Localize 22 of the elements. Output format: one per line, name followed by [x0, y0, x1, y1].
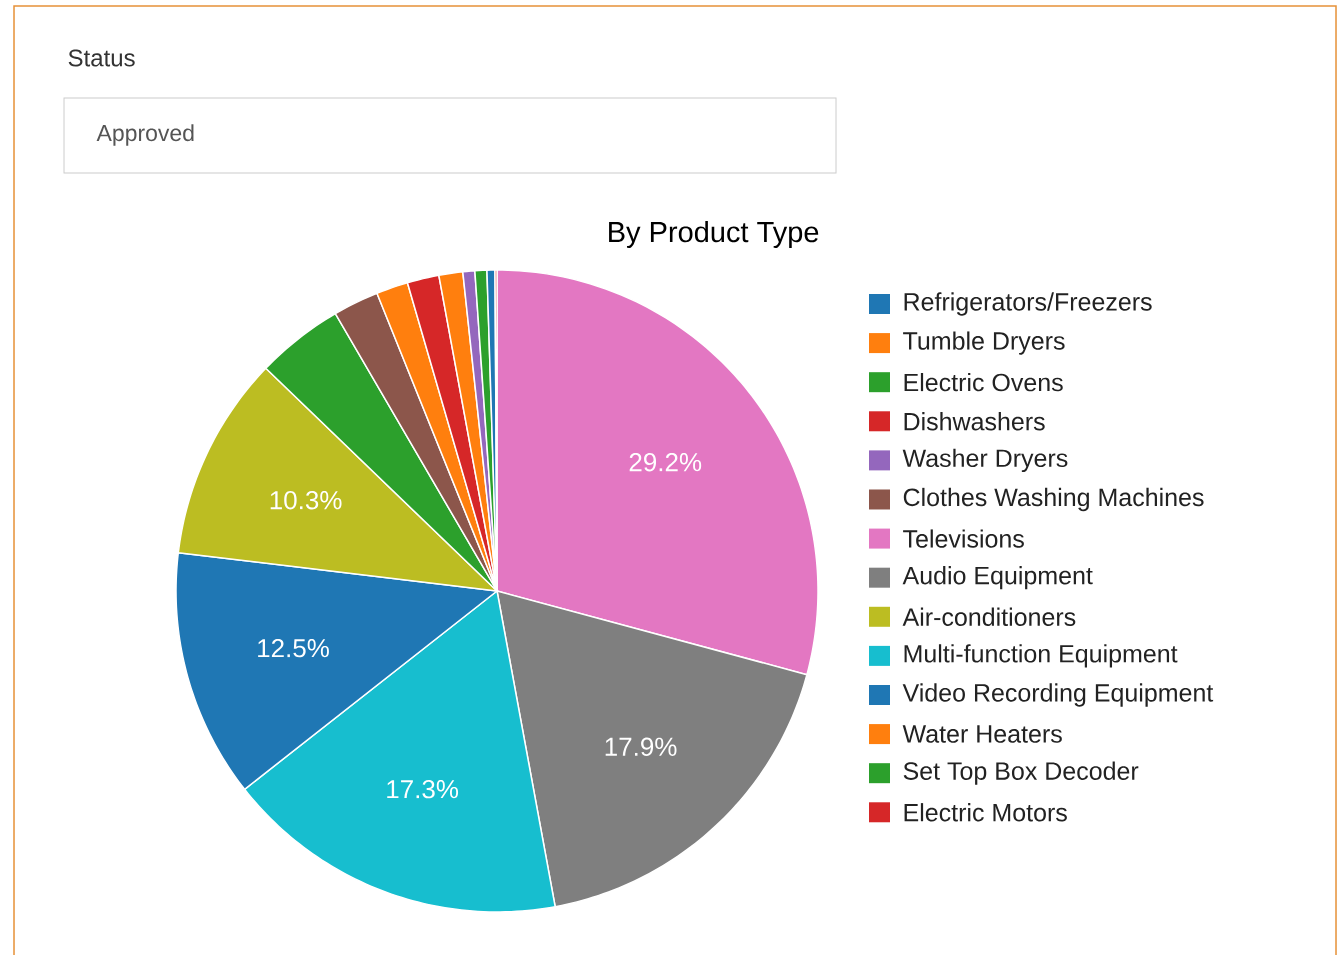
- data-label: 17.9%: [605, 737, 677, 756]
- legend-label: Air-conditioners: [902, 607, 1076, 626]
- legend-label: Multi-function Equipment: [904, 644, 1178, 668]
- legend-label: Water Heaters: [902, 725, 1062, 743]
- legend-label: Electric Motors: [904, 803, 1067, 822]
- text: Approved: [96, 124, 194, 146]
- text: Status: [68, 49, 135, 67]
- legend-label: Clothes Washing Machines: [903, 487, 1204, 512]
- legend-label: Electric Ovens: [904, 373, 1063, 392]
- legend-label: Televisions: [903, 529, 1024, 548]
- legend-label: Audio Equipment: [902, 566, 1093, 590]
- data-label: 10.3%: [270, 490, 342, 510]
- legend-label: Set Top Box Decoder: [903, 761, 1139, 785]
- data-label: 12.5%: [258, 638, 329, 658]
- chart-title: By Product Type: [609, 220, 819, 249]
- legend-label: Tumble Dryers: [903, 331, 1065, 355]
- data-label: 29.2%: [629, 452, 702, 472]
- data-label: 17.3%: [387, 779, 459, 799]
- legend-label: Video Recording Equipment: [902, 683, 1214, 707]
- legend-label: Dishwashers: [904, 412, 1045, 431]
- legend-label: Washer Dryers: [902, 448, 1068, 473]
- legend-label: Refrigerators/Freezers: [904, 292, 1152, 316]
